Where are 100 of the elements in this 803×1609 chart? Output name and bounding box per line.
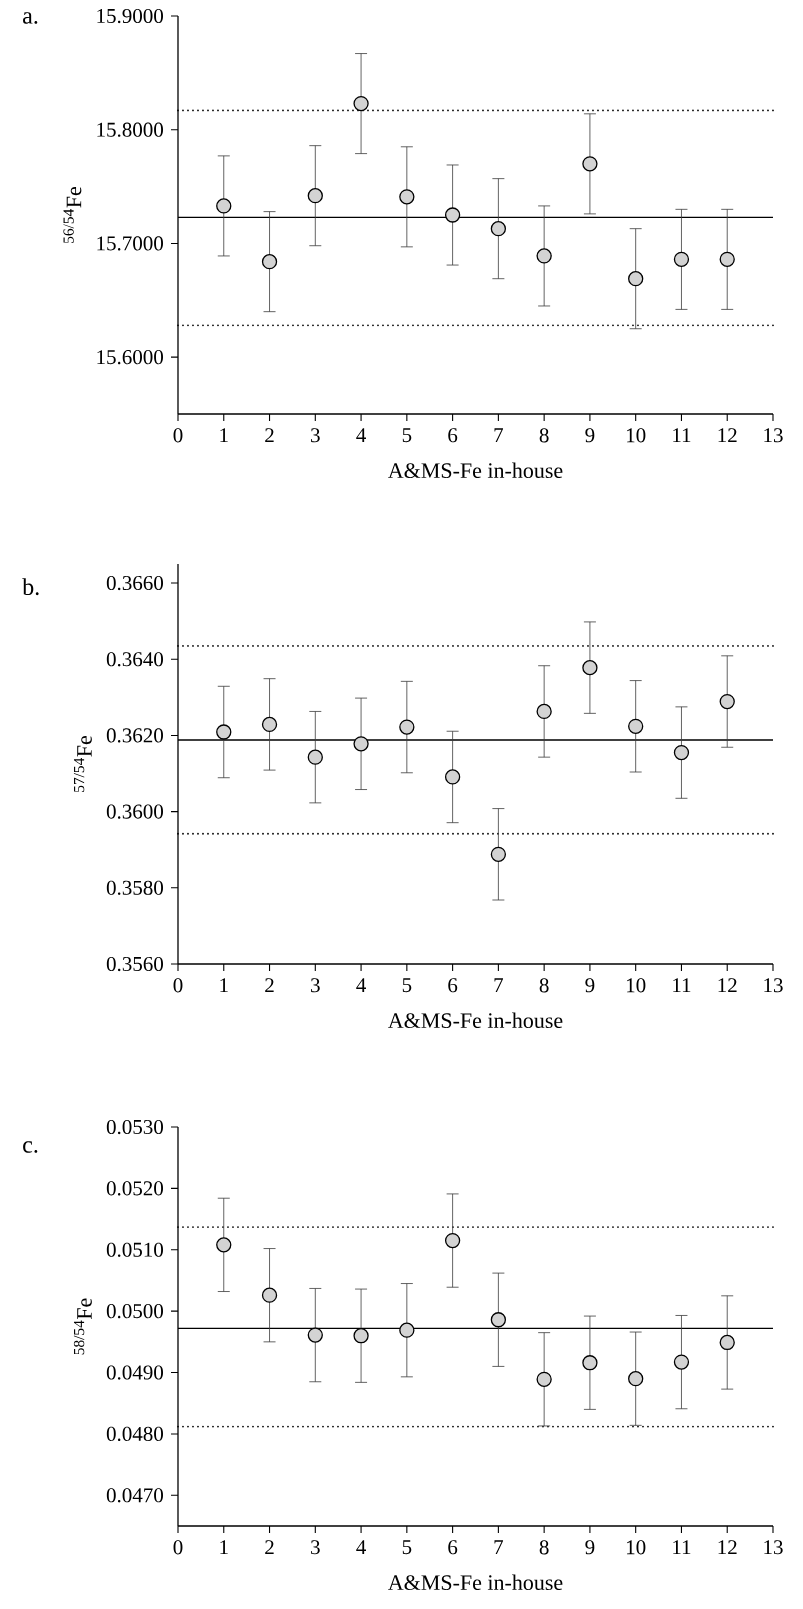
x-tick-label: 7 bbox=[494, 1540, 504, 1554]
point bbox=[582, 156, 598, 172]
y-tick-label: 0.0480 bbox=[106, 1426, 164, 1442]
x-tick-label: 10 bbox=[627, 428, 646, 443]
x-tick-label: 11 bbox=[673, 428, 691, 443]
point bbox=[261, 716, 278, 733]
point bbox=[399, 189, 415, 205]
x-tick-label: 12 bbox=[718, 428, 737, 443]
point bbox=[582, 1355, 598, 1371]
x-tick-label: 2 bbox=[265, 978, 274, 993]
x-tick-label: 10 bbox=[627, 978, 646, 993]
x-tick-label: 8 bbox=[539, 978, 549, 993]
x-tick-label: 2 bbox=[265, 1540, 274, 1555]
point bbox=[216, 724, 232, 740]
y-tick-label: 0.0500 bbox=[106, 1304, 164, 1319]
x-tick-label: 6 bbox=[448, 978, 458, 993]
x-tick-label: 7 bbox=[494, 978, 504, 992]
point bbox=[628, 271, 644, 287]
y-tick-label: 0.3640 bbox=[106, 652, 164, 667]
x-tick-label: 1 bbox=[220, 978, 228, 993]
x-tick-label: 9 bbox=[585, 978, 595, 993]
point bbox=[353, 1328, 369, 1344]
y-tick-label: 0.3620 bbox=[106, 728, 164, 743]
point bbox=[353, 736, 369, 752]
x-tick-label: 9 bbox=[585, 1540, 595, 1555]
point bbox=[673, 744, 690, 761]
point bbox=[628, 718, 644, 734]
x-tick-label: 6 bbox=[448, 428, 458, 443]
x-tick-label: 13 bbox=[764, 1540, 783, 1555]
chart-title: c. bbox=[23, 1141, 38, 1153]
x-axis-title: A&MS-Fe in-house bbox=[388, 1012, 563, 1029]
x-tick-label: 1 bbox=[220, 428, 228, 443]
x-tick-label: 10 bbox=[627, 1540, 646, 1555]
point bbox=[628, 1371, 644, 1387]
point bbox=[353, 95, 369, 112]
x-tick-label: 4 bbox=[356, 1540, 366, 1555]
x-tick-label: 2 bbox=[265, 428, 274, 443]
y-tick-label: 0.0470 bbox=[106, 1488, 164, 1503]
y-axis-title: $^{57/54}$Fe bbox=[73, 735, 92, 792]
x-axis-title: A&MS-Fe in-house bbox=[388, 1574, 563, 1591]
x-tick-label: 0 bbox=[173, 1540, 183, 1555]
point bbox=[261, 1287, 278, 1303]
x-tick-label: 5 bbox=[402, 978, 412, 993]
y-axis-title: $^{58/54}$Fe bbox=[73, 1298, 92, 1355]
x-tick-label: 4 bbox=[356, 428, 366, 443]
y-tick-label: 15.9000 bbox=[97, 8, 164, 24]
point bbox=[216, 198, 232, 214]
x-tick-label: 3 bbox=[311, 978, 320, 993]
point bbox=[399, 719, 415, 735]
x-tick-label: 13 bbox=[764, 428, 783, 443]
y-tick-label: 0.0520 bbox=[106, 1181, 164, 1196]
x-tick-label: 6 bbox=[448, 1540, 458, 1555]
point bbox=[444, 1232, 461, 1249]
y-tick-label: 0.3580 bbox=[106, 880, 164, 895]
point bbox=[536, 1371, 552, 1387]
x-tick-label: 0 bbox=[173, 978, 183, 993]
point bbox=[490, 221, 507, 237]
y-tick-label: 0.3600 bbox=[106, 804, 164, 819]
x-tick-label: 5 bbox=[402, 1540, 412, 1555]
chart-title: b. bbox=[22, 578, 39, 596]
point bbox=[490, 846, 507, 862]
point bbox=[719, 251, 735, 268]
x-tick-label: 11 bbox=[673, 1540, 691, 1555]
y-axis-title: $^{56/54}$Fe bbox=[63, 186, 82, 243]
x-tick-label: 3 bbox=[311, 1540, 320, 1555]
y-tick-label: 15.6000 bbox=[97, 350, 164, 365]
point bbox=[719, 1334, 735, 1351]
point bbox=[490, 1312, 507, 1328]
point bbox=[673, 1354, 690, 1370]
x-tick-label: 0 bbox=[173, 428, 183, 443]
point bbox=[536, 703, 552, 720]
x-tick-label: 5 bbox=[402, 428, 412, 443]
y-tick-label: 0.0490 bbox=[106, 1365, 164, 1380]
x-tick-label: 4 bbox=[356, 978, 366, 993]
x-tick-label: 3 bbox=[311, 428, 320, 443]
point bbox=[719, 693, 735, 710]
x-tick-label: 13 bbox=[764, 978, 783, 993]
y-tick-label: 0.0510 bbox=[106, 1242, 164, 1257]
x-tick-label: 7 bbox=[494, 428, 504, 442]
point bbox=[444, 207, 461, 223]
point bbox=[307, 1327, 323, 1343]
x-tick-label: 8 bbox=[539, 1540, 549, 1555]
point bbox=[444, 769, 461, 785]
y-tick-label: 15.8000 bbox=[97, 122, 164, 137]
point bbox=[307, 749, 323, 765]
x-tick-label: 12 bbox=[718, 978, 737, 993]
x-tick-label: 9 bbox=[585, 428, 595, 443]
y-tick-label: 0.0530 bbox=[106, 1119, 164, 1135]
x-tick-label: 8 bbox=[539, 428, 549, 443]
x-tick-label: 12 bbox=[718, 1540, 737, 1555]
point bbox=[216, 1237, 232, 1253]
x-tick-label: 11 bbox=[673, 978, 691, 993]
point bbox=[673, 251, 690, 268]
point bbox=[261, 253, 278, 270]
x-tick-label: 1 bbox=[220, 1540, 228, 1555]
point bbox=[582, 659, 598, 676]
y-tick-label: 0.3560 bbox=[106, 956, 164, 972]
y-tick-label: 15.7000 bbox=[97, 236, 164, 251]
y-tick-label: 0.3660 bbox=[106, 575, 164, 591]
point bbox=[399, 1322, 415, 1338]
